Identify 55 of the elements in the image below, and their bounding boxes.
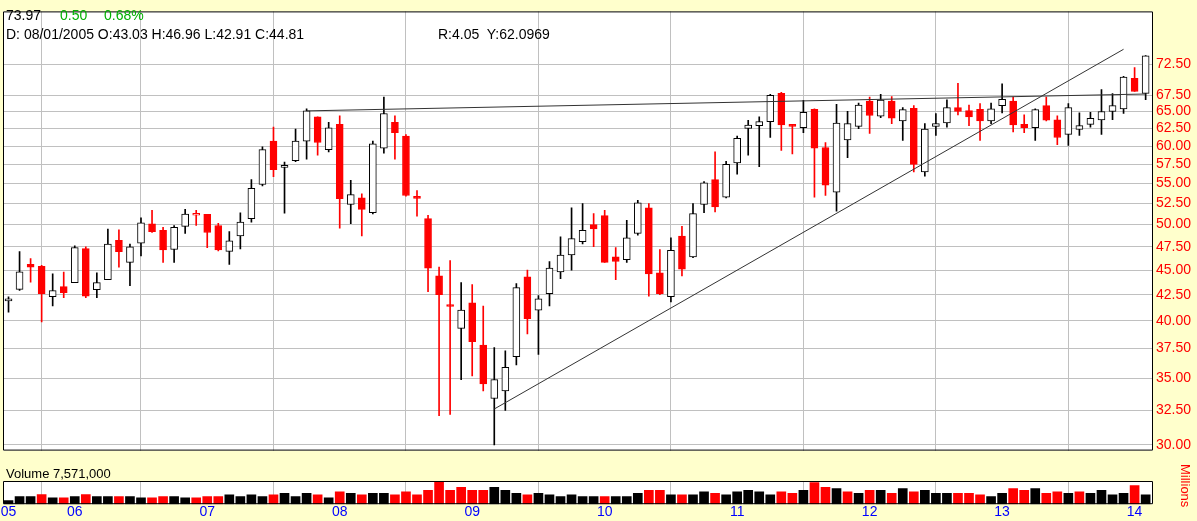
annotation: 0.50 [60,7,88,23]
candlestick [611,247,620,281]
y-tick-label: 32.50 [1156,401,1192,418]
x-tick-label: 12 [861,503,878,520]
y-axis-title: Millions [1178,464,1193,508]
y-tick-label: 30.00 [1156,435,1192,452]
y-tick-label: 65.00 [1156,102,1192,119]
candlestick [744,119,753,156]
candlestick [435,266,443,416]
bar [776,491,787,505]
candlestick [755,116,764,167]
annotation: R:4.05 Y:62.0969 [438,26,550,42]
y-tick-label: 55.00 [1156,174,1192,191]
candlestick [446,260,454,415]
y-tick-label: 60.00 [1156,136,1192,153]
y-tick-label: 47.50 [1156,237,1192,254]
y-tick-label: 37.50 [1156,339,1192,356]
x-tick-label: 14 [1126,503,1143,520]
y-tick-label: 42.50 [1156,285,1192,302]
y-tick-label: 45.00 [1156,260,1192,277]
x-tick-label: 08 [331,503,348,520]
candlestick [48,273,57,307]
bar [334,491,345,505]
x-tick-label: 07 [199,503,216,520]
y-tick-label: 62.50 [1156,119,1192,136]
y-tick-label: 50.00 [1156,215,1192,232]
x-tick-label: 10 [596,503,613,520]
y-tick-label: 72.50 [1156,55,1192,72]
candlestick [391,115,399,160]
bar [908,491,919,505]
x-tick-label: 11 [729,503,745,520]
chart-title: Volume 7,571,000 [6,466,111,481]
x-tick-label: 05 [0,503,17,520]
annotation: D: 08/01/2005 O:43.03 H:46.96 L:42.91 C:44.81 [6,26,305,42]
candlestick [192,209,201,226]
bar [886,492,897,505]
y-tick-label: 35.00 [1156,369,1192,386]
candlestick [1020,114,1029,133]
candlestick [932,113,940,136]
candlestick [954,82,962,116]
x-tick-label: 06 [66,503,83,520]
bar [710,492,720,505]
candlestick [457,282,465,380]
bar [80,494,91,505]
x-tick-label: 13 [994,503,1011,520]
candlestick [413,190,421,217]
candlestick [490,347,499,446]
y-tick-label: 57.50 [1156,155,1192,172]
y-tick-label: 52.50 [1156,194,1192,211]
candlestick [346,180,355,225]
annotation: 0.68% [104,7,144,23]
y-tick-label: 40.00 [1156,311,1192,328]
y-tick-label: 67.50 [1156,86,1192,103]
x-tick-label: 09 [464,503,481,520]
annotation: 73.97 [6,7,42,23]
